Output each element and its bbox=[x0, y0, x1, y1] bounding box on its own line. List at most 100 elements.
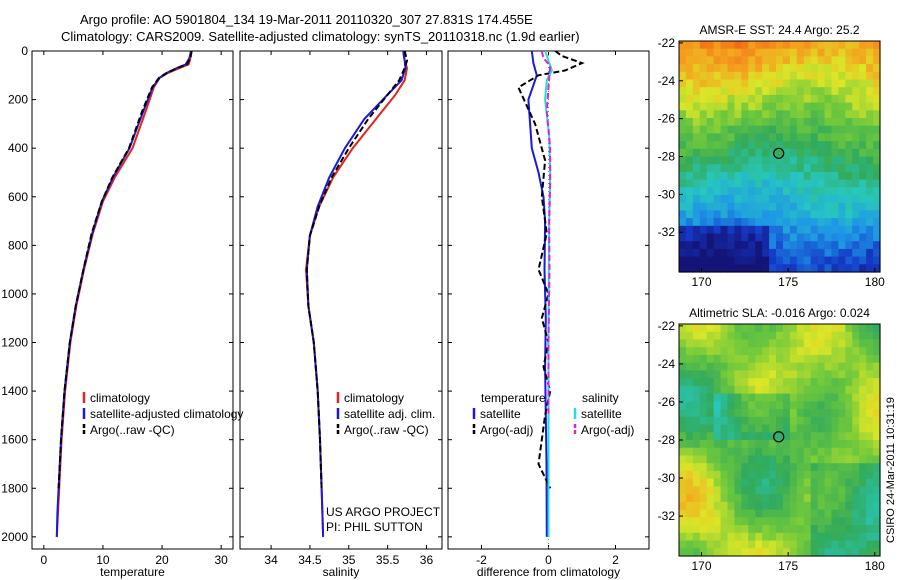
sst-map-cell bbox=[679, 210, 687, 219]
sst-map-cell bbox=[713, 48, 722, 57]
sla-map-cell bbox=[782, 517, 791, 526]
sla-map-cell bbox=[727, 509, 736, 518]
sst-map-cell bbox=[713, 125, 722, 134]
sst-map-cell bbox=[803, 210, 812, 219]
sst-map-cell bbox=[831, 118, 840, 127]
sla-map-cell bbox=[796, 370, 805, 379]
sst-map-cell bbox=[803, 195, 812, 204]
sst-map-cell bbox=[755, 241, 763, 250]
sla-map-cell bbox=[810, 463, 819, 472]
sla-map-cell bbox=[713, 509, 722, 518]
sst-map-cell bbox=[692, 125, 701, 134]
sla-map-cell bbox=[692, 548, 701, 557]
sla-map-cell bbox=[873, 347, 881, 356]
sst-map-cell bbox=[838, 56, 846, 65]
project-credit: US ARGO PROJECT bbox=[326, 505, 441, 519]
salinity-xtick-label: 35 bbox=[342, 553, 356, 567]
sst-map-cell bbox=[748, 110, 756, 119]
sst-map-cell bbox=[734, 148, 742, 158]
sst-map-cell bbox=[734, 48, 742, 57]
sla-map-cell bbox=[713, 455, 722, 464]
sst-map-cell bbox=[776, 156, 784, 165]
sla-map-cell bbox=[845, 447, 853, 457]
sst-map-cell bbox=[685, 71, 694, 81]
sla-map-cell bbox=[852, 401, 860, 410]
sst-map-cell bbox=[741, 156, 749, 165]
sla-map-cell bbox=[782, 548, 791, 557]
sst-map-cell bbox=[810, 48, 819, 57]
sst-map-cell bbox=[713, 110, 722, 119]
difference-series-satellite bbox=[544, 51, 553, 537]
sst-map-cell bbox=[706, 202, 715, 211]
sst-map-cell bbox=[859, 41, 867, 50]
sla-map-cell bbox=[692, 432, 701, 441]
sst-map-cell bbox=[852, 195, 860, 204]
sla-map-cell bbox=[748, 463, 756, 472]
sst-map-cell bbox=[789, 148, 798, 158]
sla-map-cell bbox=[873, 416, 881, 426]
sla-map-cell bbox=[734, 339, 742, 348]
sla-map-cell bbox=[838, 370, 846, 379]
sst-map-cell bbox=[866, 241, 874, 250]
sst-map-cell bbox=[782, 148, 791, 158]
sla-map-cell bbox=[769, 393, 777, 402]
sla-map-cell bbox=[699, 424, 708, 433]
sla-map-cell bbox=[866, 525, 874, 534]
sst-map-cell bbox=[713, 87, 722, 96]
sst-map-cell bbox=[755, 233, 763, 242]
sla-map-cell bbox=[720, 478, 729, 487]
sla-map-cell bbox=[706, 455, 715, 464]
sla-map-cell bbox=[831, 416, 840, 426]
sst-map-cell bbox=[852, 241, 860, 250]
sla-map-cell bbox=[859, 416, 867, 426]
sst-map-cell bbox=[692, 202, 701, 211]
sla-map-cell bbox=[782, 401, 791, 410]
sla-map-cell bbox=[734, 354, 742, 364]
sst-map-cell bbox=[706, 187, 715, 196]
sla-map-cell bbox=[699, 501, 708, 511]
sla-map-cell bbox=[692, 401, 701, 410]
sla-map-cell bbox=[817, 416, 826, 426]
sla-map-cell bbox=[734, 540, 742, 549]
sst-map-cell bbox=[734, 56, 742, 65]
sla-map-cell bbox=[741, 354, 749, 364]
sla-map-cell bbox=[789, 362, 798, 371]
sst-map-cell bbox=[762, 56, 770, 65]
sla-map-cell bbox=[741, 370, 749, 379]
sst-map-cell bbox=[873, 41, 881, 50]
sla-map-cell bbox=[734, 486, 742, 495]
sst-map-cell bbox=[873, 187, 881, 196]
sst-map-cell bbox=[727, 118, 736, 127]
sla-map-cell bbox=[789, 354, 798, 364]
sla-map-cell bbox=[824, 478, 833, 487]
sla-map-cell bbox=[762, 416, 770, 426]
sst-map-cell bbox=[776, 64, 784, 73]
sla-map-cell bbox=[803, 370, 812, 379]
sst-map-cell bbox=[866, 56, 874, 65]
sst-map-cell bbox=[713, 233, 722, 242]
sst-map-title: AMSR-E SST: 24.4 Argo: 25.2 bbox=[699, 23, 859, 37]
sla-map-cell bbox=[776, 540, 784, 549]
sla-map-cell bbox=[685, 416, 694, 426]
sst-map-cell bbox=[824, 133, 833, 142]
sla-map-cell bbox=[873, 362, 881, 371]
sla-map-cell bbox=[845, 324, 853, 333]
sla-map-cell bbox=[789, 478, 798, 487]
sst-map-cell bbox=[748, 210, 756, 219]
sla-map-cell bbox=[789, 532, 798, 542]
sla-map-cell bbox=[789, 455, 798, 464]
sst-map-cell bbox=[776, 118, 784, 127]
sla-map-cell bbox=[866, 432, 874, 441]
sst-map-cell bbox=[796, 187, 805, 196]
sla-map-cell bbox=[852, 548, 860, 557]
sla-map-cell bbox=[803, 324, 812, 333]
sst-map-cell bbox=[803, 187, 812, 196]
sla-map-cell bbox=[866, 339, 874, 348]
sla-map-cell bbox=[762, 385, 770, 395]
sla-map-cell bbox=[720, 339, 729, 348]
sla-map-cell bbox=[720, 548, 729, 557]
sst-map-cell bbox=[817, 102, 826, 111]
sst-map-cell bbox=[685, 264, 694, 273]
sla-map-cell bbox=[838, 416, 846, 426]
sla-map-cell bbox=[866, 540, 874, 549]
